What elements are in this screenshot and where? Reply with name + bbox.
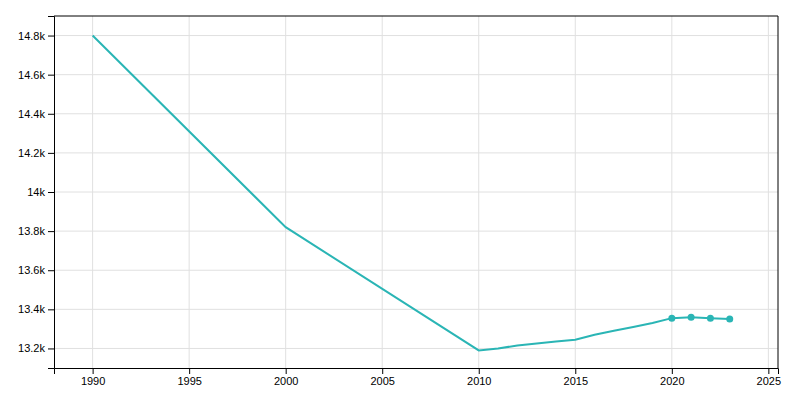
marker: [668, 315, 675, 322]
tick-label: 13.4k: [18, 303, 45, 315]
marker: [707, 315, 714, 322]
tick: 14k: [27, 186, 54, 198]
tick-label: 14.6k: [18, 69, 45, 81]
grid-line-y: [54, 270, 778, 271]
tick-mark: [48, 231, 54, 232]
tick-mark: [575, 368, 576, 374]
tick-label: 14.4k: [18, 108, 45, 120]
tick: 14.6k: [18, 69, 54, 81]
tick-mark: [93, 368, 94, 374]
tick: 1990: [81, 368, 105, 387]
tick-label: 2000: [274, 375, 298, 387]
plot-area: 1990199520002005201020152020202513.2k13.…: [18, 16, 781, 387]
tick-mark: [48, 270, 54, 271]
tick: 13.2k: [18, 342, 54, 354]
tick-mark: [48, 114, 54, 115]
tick: 2020: [660, 368, 684, 387]
tick-label: 14.8k: [18, 30, 45, 42]
tick: 13.8k: [18, 225, 54, 237]
marks: [93, 36, 734, 351]
tick-mark: [382, 368, 383, 374]
tick-label: 14.2k: [18, 147, 45, 159]
tick-mark: [48, 348, 54, 349]
tick: 2010: [467, 368, 491, 387]
grid: [54, 16, 778, 368]
tick-mark: [48, 153, 54, 154]
axis-line: [55, 369, 779, 375]
grid-line-y: [54, 74, 778, 75]
tick-mark: [672, 368, 673, 374]
tick-mark: [48, 36, 54, 37]
line: [93, 36, 730, 351]
tick-mark: [479, 368, 480, 374]
marker: [726, 316, 733, 323]
tick: 13.6k: [18, 264, 54, 276]
tick-mark: [48, 309, 54, 310]
y-axis: 13.2k 13.4k 13.6k 13.8k 14k 14.2k 14.4k 14.6k 14…: [18, 17, 54, 369]
grid-line-y: [54, 152, 778, 153]
grid-line-y: [54, 35, 778, 36]
tick-label: 2015: [564, 375, 588, 387]
tick: 2005: [370, 368, 394, 387]
tick-mark: [48, 192, 54, 193]
tick-label: 14k: [27, 186, 45, 198]
tick-label: 2020: [660, 375, 684, 387]
tick-label: 2010: [467, 375, 491, 387]
x-axis: 1990 1995 2000 2005 2010 2015 2020 2025: [55, 368, 782, 387]
grid-line-y: [54, 231, 778, 232]
tick-label: 2025: [757, 375, 781, 387]
tick: 2015: [564, 368, 588, 387]
frame-right: [778, 16, 779, 368]
tick: 14.4k: [18, 108, 54, 120]
tick: 14.2k: [18, 147, 54, 159]
tick-mark: [48, 75, 54, 76]
tick: 2000: [274, 368, 298, 387]
marker: [688, 314, 695, 321]
grid-line-y: [54, 192, 778, 193]
tick-label: 1990: [81, 375, 105, 387]
tick: 2025: [757, 368, 781, 387]
chart: 1990199520002005201020152020202513.2k13.…: [0, 0, 800, 400]
tick: 14.8k: [18, 30, 54, 42]
tick-label: 2005: [370, 375, 394, 387]
grid-line-y: [54, 113, 778, 114]
tick-mark: [768, 368, 769, 374]
tick-label: 13.8k: [18, 225, 45, 237]
tick-mark: [189, 368, 190, 374]
tick-label: 1995: [177, 375, 201, 387]
grid-line-y: [54, 348, 778, 349]
frame-top: [54, 16, 778, 17]
frame: [54, 16, 778, 368]
tick-mark: [286, 368, 287, 374]
tick-label: 13.6k: [18, 264, 45, 276]
tick: 1995: [177, 368, 201, 387]
tick-label: 13.2k: [18, 342, 45, 354]
tick: 13.4k: [18, 303, 54, 315]
axis-line: [48, 17, 55, 369]
